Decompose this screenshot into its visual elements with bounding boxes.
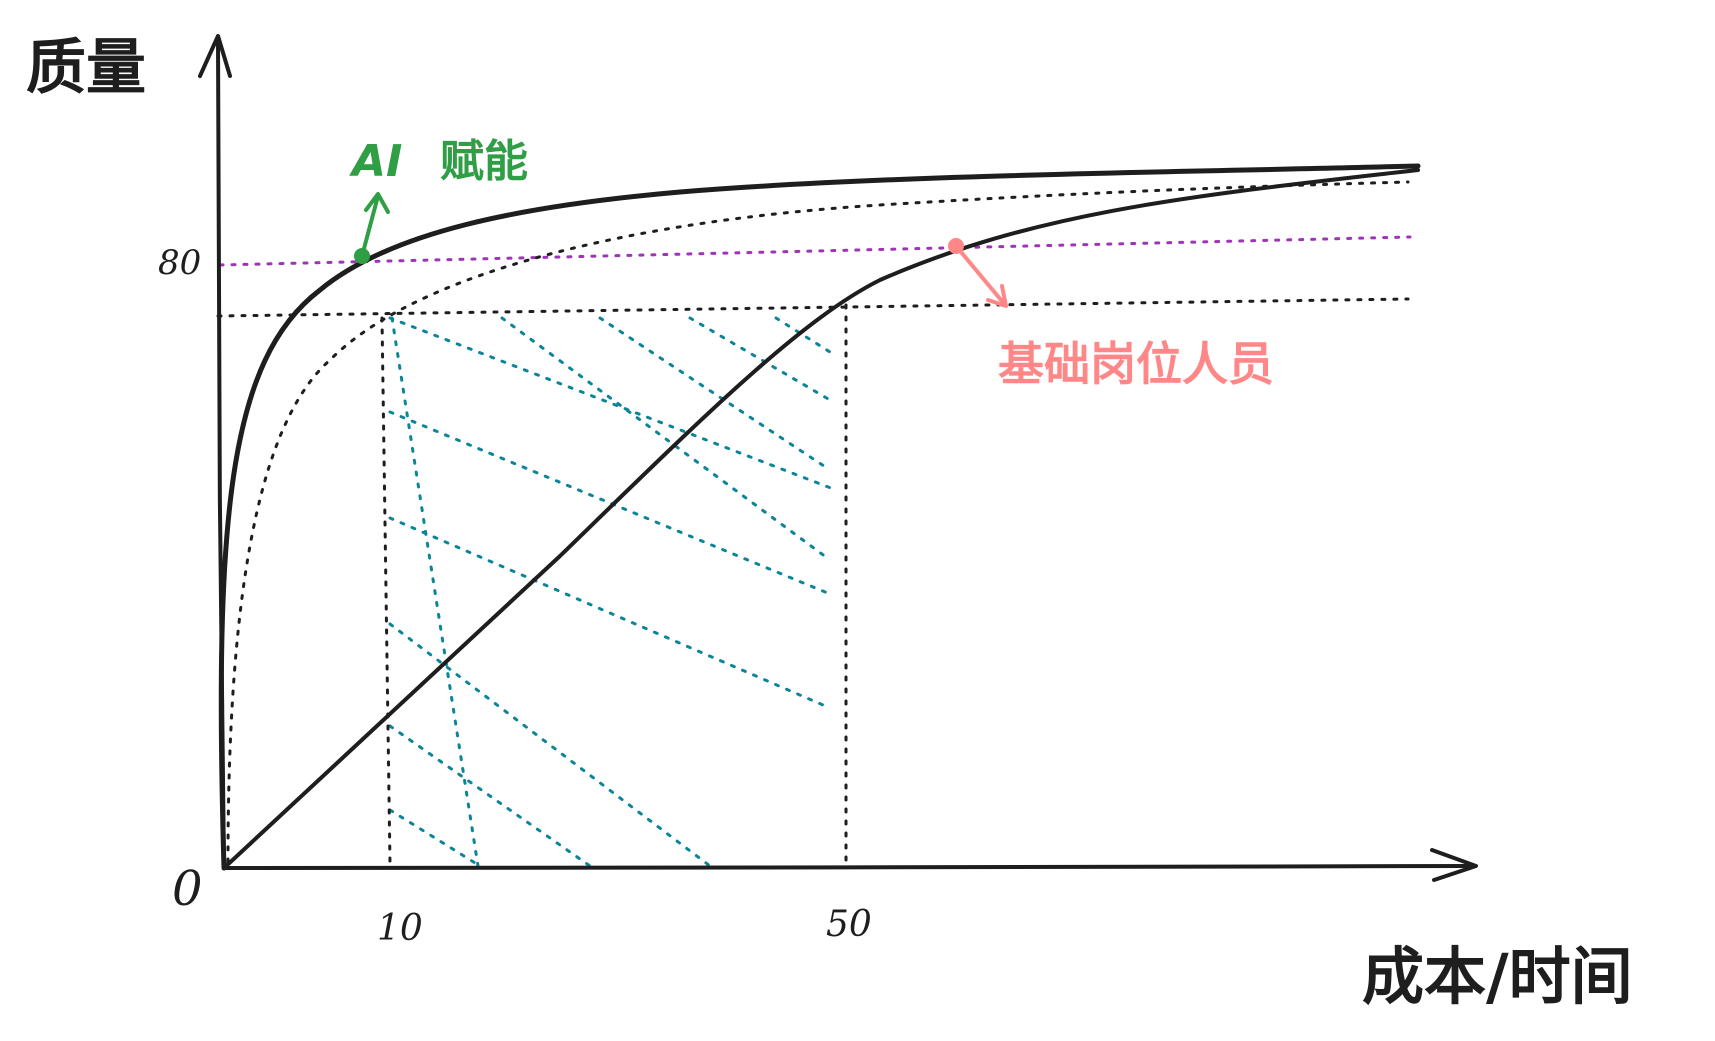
axes xyxy=(198,34,1478,882)
hatch-line xyxy=(688,316,832,402)
hatch-line xyxy=(598,316,832,472)
x-tick-label-50: 50 xyxy=(826,904,872,945)
x-axis-arrowhead xyxy=(1430,848,1478,882)
ai-annotation-text: 赋能 xyxy=(440,136,528,187)
reference-line-horizontal xyxy=(216,297,1410,318)
y-axis xyxy=(216,38,226,870)
basic-staff-label: 基础岗位人员 xyxy=(998,337,1274,391)
x-axis-title: 成本/时间 xyxy=(1362,940,1633,1013)
x-axis xyxy=(222,864,1476,870)
x-tick-label-10: 10 xyxy=(377,908,423,949)
hatch-line xyxy=(388,316,838,492)
hatch-line xyxy=(388,410,832,596)
y-axis-title: 质量 xyxy=(26,33,146,103)
hatched-region xyxy=(388,316,838,868)
y-axis-arrowhead xyxy=(198,34,232,78)
reference-line-x10 xyxy=(380,316,392,866)
basic-staff-curve xyxy=(222,168,1420,870)
hatch-line xyxy=(388,808,482,868)
ai-annotation-prefix: AI xyxy=(349,136,402,187)
ai-empowered-curve xyxy=(218,163,1421,871)
hatch-line xyxy=(388,516,832,710)
threshold-line-80 xyxy=(218,235,1412,267)
ai-annotation: AI 赋能 xyxy=(349,136,528,264)
reference-lines xyxy=(216,297,1410,866)
origin-label: 0 xyxy=(172,861,203,917)
y-tick-label-80: 80 xyxy=(158,243,201,283)
basic-staff-arrow xyxy=(954,244,1008,308)
hatch-line xyxy=(388,724,592,868)
basic-staff-annotation: 基础岗位人员 xyxy=(948,238,1274,391)
ai-arrow xyxy=(360,192,390,258)
dotted-middle-curve xyxy=(226,180,1410,864)
hatch-line xyxy=(774,316,832,354)
hatch-line xyxy=(500,316,832,562)
hatch-line xyxy=(388,622,712,868)
hatch-line xyxy=(390,316,480,868)
